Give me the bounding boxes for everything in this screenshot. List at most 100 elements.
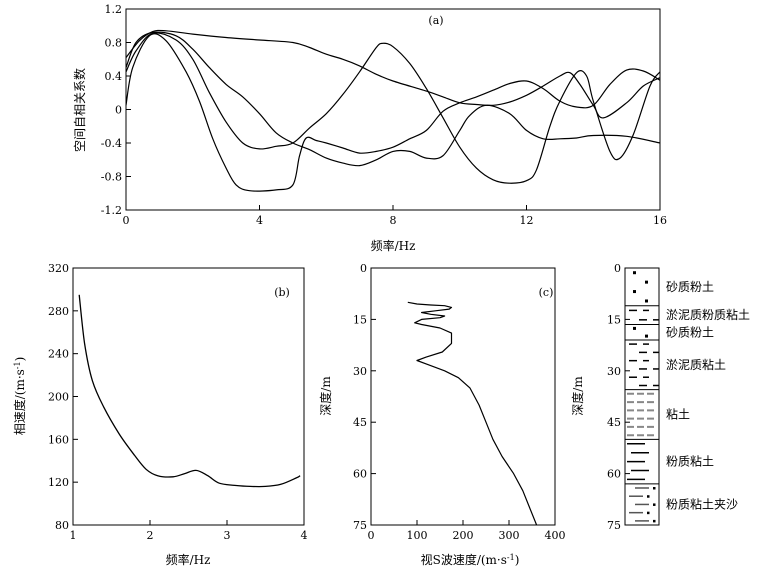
panel-b-y-label-tail: ) <box>13 357 27 362</box>
panel-b-series-line-1 <box>78 294 301 488</box>
strata-layer-4 <box>625 339 659 390</box>
panel-b-y-tick-label: 80 <box>55 519 69 532</box>
strata-pattern-dot <box>633 290 636 294</box>
panel-b-y-tick-label: 160 <box>48 433 69 446</box>
panel-a-y-tick-label: 1.2 <box>105 3 123 16</box>
panel-b-y-label: 相速度/(m·s-1) <box>12 357 27 436</box>
strata-layer-5 <box>625 389 659 440</box>
panel-a: 0 4 8 12 16 1.2 0.8 0.4 0 -0.4 -0.8 -1.2 (a) 频率/Hz… <box>72 3 667 253</box>
strata-layer-name: 淤泥质粘土 <box>666 357 726 372</box>
panel-b-x-tick-label: 2 <box>147 529 154 542</box>
panel-c-x-ticks: 0 100 200 300 400 <box>368 520 566 542</box>
strata-pattern-dot <box>653 519 656 523</box>
panel-b-tag: (b) <box>274 286 290 299</box>
panel-c-tag: (c) <box>539 286 554 299</box>
panel-c-y-label: 深度/m <box>318 376 333 416</box>
panel-c-y-tick-label: 0 <box>360 262 367 275</box>
strata-layer-fill <box>625 339 659 390</box>
panel-a-x-ticks: 0 4 8 12 16 <box>123 205 667 227</box>
panel-c-y-tick-label: 75 <box>353 519 367 532</box>
strata-layer-fill <box>625 305 659 325</box>
strata-pattern-dot <box>653 503 656 506</box>
panel-c-x-label-sup: -1 <box>507 553 515 562</box>
panel-b-x-tick-label: 3 <box>224 529 231 542</box>
panel-b: 1 2 3 4 320 280 240 200 160 120 80 (b) 频率/Hz 相速度/… <box>12 262 308 567</box>
panel-a-y-tick-label: 0.4 <box>105 70 123 83</box>
panel-a-y-tick-label: 0 <box>115 104 122 117</box>
strata-layer-7 <box>625 483 659 525</box>
panel-c-x-tick-label: 0 <box>368 529 375 542</box>
panel-c-series <box>407 301 538 526</box>
panel-c-x-label: 视S波速度/(m·s-1) <box>421 552 520 567</box>
strata-column-frame <box>624 267 660 526</box>
panel-c-series-line-1 <box>407 301 538 526</box>
panel-a-series-line-4 <box>125 31 661 167</box>
panel-a-y-tick-label: -1.2 <box>101 204 122 217</box>
panel-c-x-tick-label: 400 <box>545 529 566 542</box>
strata-pattern-dot <box>633 271 636 275</box>
panel-a-series <box>125 29 661 192</box>
strata-y-tick-label: 15 <box>607 313 621 326</box>
panel-c-y-tick-label: 45 <box>353 416 367 429</box>
panel-c-y-ticks: 0 15 30 45 60 75 <box>353 262 376 532</box>
panel-a-tag: (a) <box>428 14 443 27</box>
panel-b-y-ticks: 320 280 240 200 160 120 80 <box>48 262 78 532</box>
strata-pattern-dot <box>645 334 648 338</box>
panel-a-y-tick-label: 0.8 <box>105 37 123 50</box>
strata-y-label: 深度/m <box>570 376 585 416</box>
strata-layer-fill <box>625 389 659 440</box>
panel-b-y-tick-label: 280 <box>48 305 69 318</box>
strata-layer-2 <box>625 305 659 325</box>
panel-c: 0 100 200 300 400 0 15 30 45 60 75 (c) 视S波速度/(m·s… <box>318 262 566 567</box>
panel-a-y-ticks: 1.2 0.8 0.4 0 -0.4 -0.8 -1.2 <box>101 3 131 217</box>
panel-a-x-tick-label: 0 <box>123 214 130 227</box>
panel-a-x-tick-label: 12 <box>520 214 534 227</box>
strata-pattern-dot <box>633 326 636 330</box>
panel-b-x-label: 频率/Hz <box>166 552 211 567</box>
panel-b-y-tick-label: 320 <box>48 262 69 275</box>
panel-a-x-tick-label: 16 <box>653 214 667 227</box>
strata-pattern-dot <box>645 299 648 303</box>
panel-b-y-label-sup: -1 <box>13 361 22 369</box>
panel-c-y-tick-label: 60 <box>353 468 367 481</box>
panel-a-series-line-1 <box>125 29 661 119</box>
panel-c-x-label-main: 视S波速度/(m·s <box>421 552 507 567</box>
panel-b-y-tick-label: 120 <box>48 476 69 489</box>
strata-layer-fill <box>625 324 659 340</box>
panel-a-x-tick-label: 4 <box>256 214 263 227</box>
panel-c-x-tick-label: 100 <box>407 529 428 542</box>
strata-layer-name: 淤泥质粉质粘土 <box>666 307 750 322</box>
panel-b-x-tick-label: 4 <box>301 529 308 542</box>
strata-layer-name: 砂质粉土 <box>666 280 714 294</box>
panel-b-y-tick-label: 240 <box>48 348 69 361</box>
strata-layer-name: 粘土 <box>666 406 690 421</box>
panel-c-x-tick-label: 300 <box>499 529 520 542</box>
strata-y-tick-label: 60 <box>607 468 621 481</box>
panel-c-x-label-tail: ) <box>515 553 520 567</box>
panel-c-frame <box>370 267 556 526</box>
strata-layer-3 <box>625 324 659 340</box>
strata-y-tick-label: 0 <box>614 262 621 275</box>
panel-c-y-tick-label: 15 <box>353 313 367 326</box>
strata-y-tick-label: 30 <box>607 365 621 378</box>
strata-pattern-dot <box>647 495 650 498</box>
strata-y-tick-label: 75 <box>607 519 621 532</box>
panel-b-series <box>78 294 301 488</box>
strata-layer-1 <box>625 268 659 306</box>
panel-b-y-label-main: 相速度/(m·s <box>12 369 27 435</box>
panel-c-x-tick-label: 200 <box>453 529 474 542</box>
strata-layer-6 <box>625 438 659 484</box>
panel-a-series-line-2 <box>125 32 661 184</box>
strata-pattern-dot <box>645 280 648 284</box>
panel-a-y-label: 空间自相关系数 <box>72 68 87 152</box>
panel-b-x-tick-label: 1 <box>70 529 77 542</box>
strata-layer-name: 砂质粉土 <box>666 325 714 339</box>
panel-a-y-tick-label: -0.8 <box>101 171 122 184</box>
panel-a-series-line-3 <box>125 33 661 192</box>
strata-layers <box>625 268 659 525</box>
panel-a-x-label: 频率/Hz <box>371 238 416 253</box>
panel-b-y-tick-label: 200 <box>48 391 69 404</box>
